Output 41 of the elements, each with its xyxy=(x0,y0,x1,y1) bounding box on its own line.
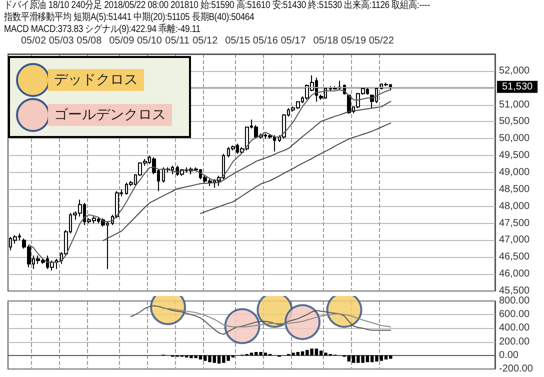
y-tick-label: 0.00 xyxy=(499,350,519,361)
line-series xyxy=(28,89,392,263)
x-tick-label: 05/09 xyxy=(109,36,135,46)
y-tick-label: 800.00 xyxy=(499,296,530,306)
line-series xyxy=(130,305,392,335)
y-tick-label: 47,500 xyxy=(499,218,530,229)
y-tick-label: 46,500 xyxy=(499,252,530,263)
y-tick-label: 50,000 xyxy=(499,133,530,144)
x-tick-label: 05/02 xyxy=(20,36,46,46)
y-tick-label: 52,000 xyxy=(499,65,530,76)
line-series xyxy=(200,122,392,214)
x-tick-label: 05/03 xyxy=(48,36,74,46)
x-tick-label: 05/11 xyxy=(165,36,190,46)
y-tick-label: 49,500 xyxy=(499,150,530,162)
y-tick-label: 50,500 xyxy=(499,116,530,128)
x-tick-label: 05/16 xyxy=(252,36,278,46)
chart-subtitle: 指数平滑移動平均 短期A(5):51441 中期(20):51105 長期B(40):50464 xyxy=(4,12,256,24)
y-tick-label: 49,000 xyxy=(499,167,530,178)
y-tick-label: 47,000 xyxy=(499,234,530,246)
text: MACD MACD:373.83 シグナル(9):422.94 乖離:-49.11 xyxy=(4,24,202,36)
y-tick-label: 45,500 xyxy=(499,286,530,296)
x-tick-label: 05/15 xyxy=(225,36,251,46)
x-tick-label: 05/18 xyxy=(313,36,339,46)
y-tick-label: 400.00 xyxy=(499,322,530,334)
candlestick xyxy=(384,82,388,87)
candlestick xyxy=(347,94,351,114)
x-tick-label: 05/22 xyxy=(368,36,394,46)
y-tick-label: 48,500 xyxy=(499,184,530,195)
x-tick-label: 05/08 xyxy=(76,36,102,46)
y-tick-label: -200.00 xyxy=(499,364,534,374)
x-tick-label: 05/19 xyxy=(341,36,366,46)
y-tick-label: 48,000 xyxy=(499,200,530,212)
y-tick-label: 46,000 xyxy=(499,268,530,280)
legend-panel: デッドクロス ゴールデンクロス xyxy=(8,56,191,138)
ref-line-label: 51,530 xyxy=(502,81,534,92)
y-tick-label: 600.00 xyxy=(499,309,530,320)
x-tick-label: 05/10 xyxy=(136,36,162,46)
y-tick-label: 51,000 xyxy=(499,99,530,110)
x-tick-label: 05/17 xyxy=(280,36,306,46)
y-tick-label: 200.00 xyxy=(499,336,530,348)
x-tick-label: 05/12 xyxy=(192,36,218,46)
